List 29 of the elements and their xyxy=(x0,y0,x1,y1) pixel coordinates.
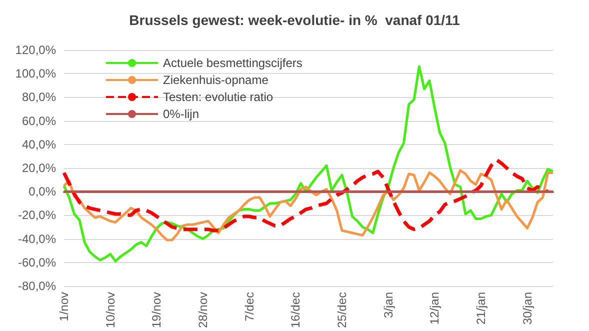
y-tick-label: 120,0% xyxy=(15,43,56,57)
y-tick-label: 0,0% xyxy=(28,184,56,199)
x-tick-label: 16/dec xyxy=(288,292,303,328)
line-series xyxy=(62,169,554,242)
legend-label: 0%-lijn xyxy=(163,107,200,121)
y-tick-label: 100,0% xyxy=(15,66,56,81)
x-tick-label: 30/jan xyxy=(520,292,534,325)
line-series xyxy=(62,158,550,232)
x-tick-label: 1/nov xyxy=(57,292,71,322)
x-tick-label: 25/dec xyxy=(334,292,349,328)
x-tick-label: 21/jan xyxy=(474,292,488,325)
x-tick-label: 12/jan xyxy=(428,292,442,325)
y-tick-label: -80,0% xyxy=(18,278,56,293)
y-tick-label: 60,0% xyxy=(22,114,56,128)
legend-label: Actuele besmettingscijfers xyxy=(163,56,302,70)
y-tick-label: 80,0% xyxy=(22,90,56,104)
chart-title: Brussels gewest: week-evolutie- in % vanaf 01/11 xyxy=(129,12,460,28)
x-tick-label: 7/dec xyxy=(242,292,256,322)
x-tick-label: 19/nov xyxy=(150,292,164,328)
legend-label: Testen: evolutie ratio xyxy=(163,90,274,104)
legend-label: Ziekenhuis-opname xyxy=(163,73,269,87)
y-tick-label: 40,0% xyxy=(22,137,56,152)
y-tick-label: -60,0% xyxy=(18,255,56,270)
y-tick-label: -20,0% xyxy=(18,208,56,222)
x-tick-label: 3/jan xyxy=(381,292,396,318)
x-tick-label: 10/nov xyxy=(103,292,118,328)
y-tick-label: -40,0% xyxy=(18,232,56,246)
y-tick-label: 20,0% xyxy=(22,160,56,175)
x-tick-label: 28/nov xyxy=(196,292,210,328)
